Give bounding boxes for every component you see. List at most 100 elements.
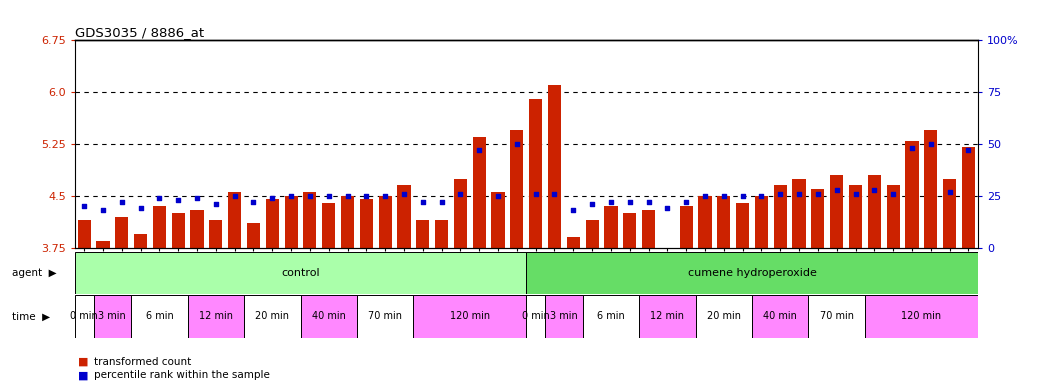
Text: 3 min: 3 min [99, 311, 127, 321]
Point [884, 191, 901, 197]
Bar [755, 196, 768, 248]
Bar [582, 295, 639, 338]
Text: 70 min: 70 min [368, 311, 402, 321]
Bar [93, 295, 131, 338]
Point [960, 147, 977, 153]
Point [94, 207, 111, 214]
Bar [773, 185, 787, 248]
Text: control: control [281, 268, 320, 278]
Bar [812, 189, 824, 248]
Bar [830, 175, 843, 248]
Bar [809, 295, 865, 338]
Point [715, 193, 732, 199]
Bar [115, 217, 129, 248]
Bar [134, 234, 147, 248]
Point [941, 189, 958, 195]
Point [152, 195, 168, 201]
Point [622, 199, 638, 205]
Bar [865, 295, 978, 338]
Point [810, 191, 826, 197]
Bar [511, 130, 523, 248]
Text: ■: ■ [78, 370, 88, 380]
Bar [639, 295, 695, 338]
Bar [526, 295, 545, 338]
Bar [752, 295, 809, 338]
Point [321, 193, 337, 199]
Point [659, 205, 676, 211]
Point [734, 193, 750, 199]
Bar [303, 192, 317, 248]
Text: 0 min: 0 min [522, 311, 549, 321]
Bar [153, 206, 166, 248]
Bar [585, 220, 599, 248]
Text: agent  ▶: agent ▶ [12, 268, 57, 278]
Text: 20 min: 20 min [707, 311, 741, 321]
Point [208, 201, 224, 207]
Bar [849, 185, 863, 248]
Bar [171, 213, 185, 248]
Point [583, 201, 600, 207]
Bar [379, 196, 391, 248]
Point [828, 187, 845, 193]
Bar [736, 203, 749, 248]
Point [866, 187, 882, 193]
Bar [413, 295, 526, 338]
Point [395, 191, 412, 197]
Text: GDS3035 / 8886_at: GDS3035 / 8886_at [75, 26, 203, 39]
Point [358, 193, 375, 199]
Point [302, 193, 319, 199]
Point [170, 197, 187, 203]
Text: 120 min: 120 min [901, 311, 941, 321]
Bar [190, 210, 203, 248]
Point [490, 193, 507, 199]
Bar [943, 179, 956, 248]
Point [377, 193, 393, 199]
Text: percentile rank within the sample: percentile rank within the sample [94, 370, 270, 380]
Bar [244, 295, 301, 338]
Bar [435, 220, 448, 248]
Text: 12 min: 12 min [199, 311, 233, 321]
Point [527, 191, 544, 197]
Bar [78, 220, 90, 248]
Point [565, 207, 581, 214]
Text: 3 min: 3 min [550, 311, 578, 321]
Text: ■: ■ [78, 357, 88, 367]
Bar [623, 213, 636, 248]
Text: 0 min: 0 min [71, 311, 98, 321]
Point [76, 203, 92, 209]
Point [433, 199, 449, 205]
Bar [526, 252, 978, 294]
Bar [228, 192, 241, 248]
Point [754, 193, 770, 199]
Text: 40 min: 40 min [311, 311, 346, 321]
Point [904, 145, 921, 151]
Point [791, 191, 808, 197]
Point [113, 199, 130, 205]
Point [189, 195, 206, 201]
Bar [188, 295, 244, 338]
Bar [472, 137, 486, 248]
Point [264, 195, 280, 201]
Bar [247, 223, 261, 248]
Point [414, 199, 431, 205]
Bar [868, 175, 881, 248]
Point [509, 141, 525, 147]
Bar [75, 252, 526, 294]
Text: 120 min: 120 min [449, 311, 490, 321]
Text: 6 min: 6 min [597, 311, 625, 321]
Text: cumene hydroperoxide: cumene hydroperoxide [687, 268, 817, 278]
Bar [416, 220, 430, 248]
Bar [301, 295, 357, 338]
Bar [340, 196, 354, 248]
Point [339, 193, 356, 199]
Bar [886, 185, 900, 248]
Bar [398, 185, 411, 248]
Bar [322, 203, 335, 248]
Bar [641, 210, 655, 248]
Point [696, 193, 713, 199]
Bar [131, 295, 188, 338]
Bar [717, 196, 731, 248]
Text: 20 min: 20 min [255, 311, 290, 321]
Bar [97, 241, 110, 248]
Point [678, 199, 694, 205]
